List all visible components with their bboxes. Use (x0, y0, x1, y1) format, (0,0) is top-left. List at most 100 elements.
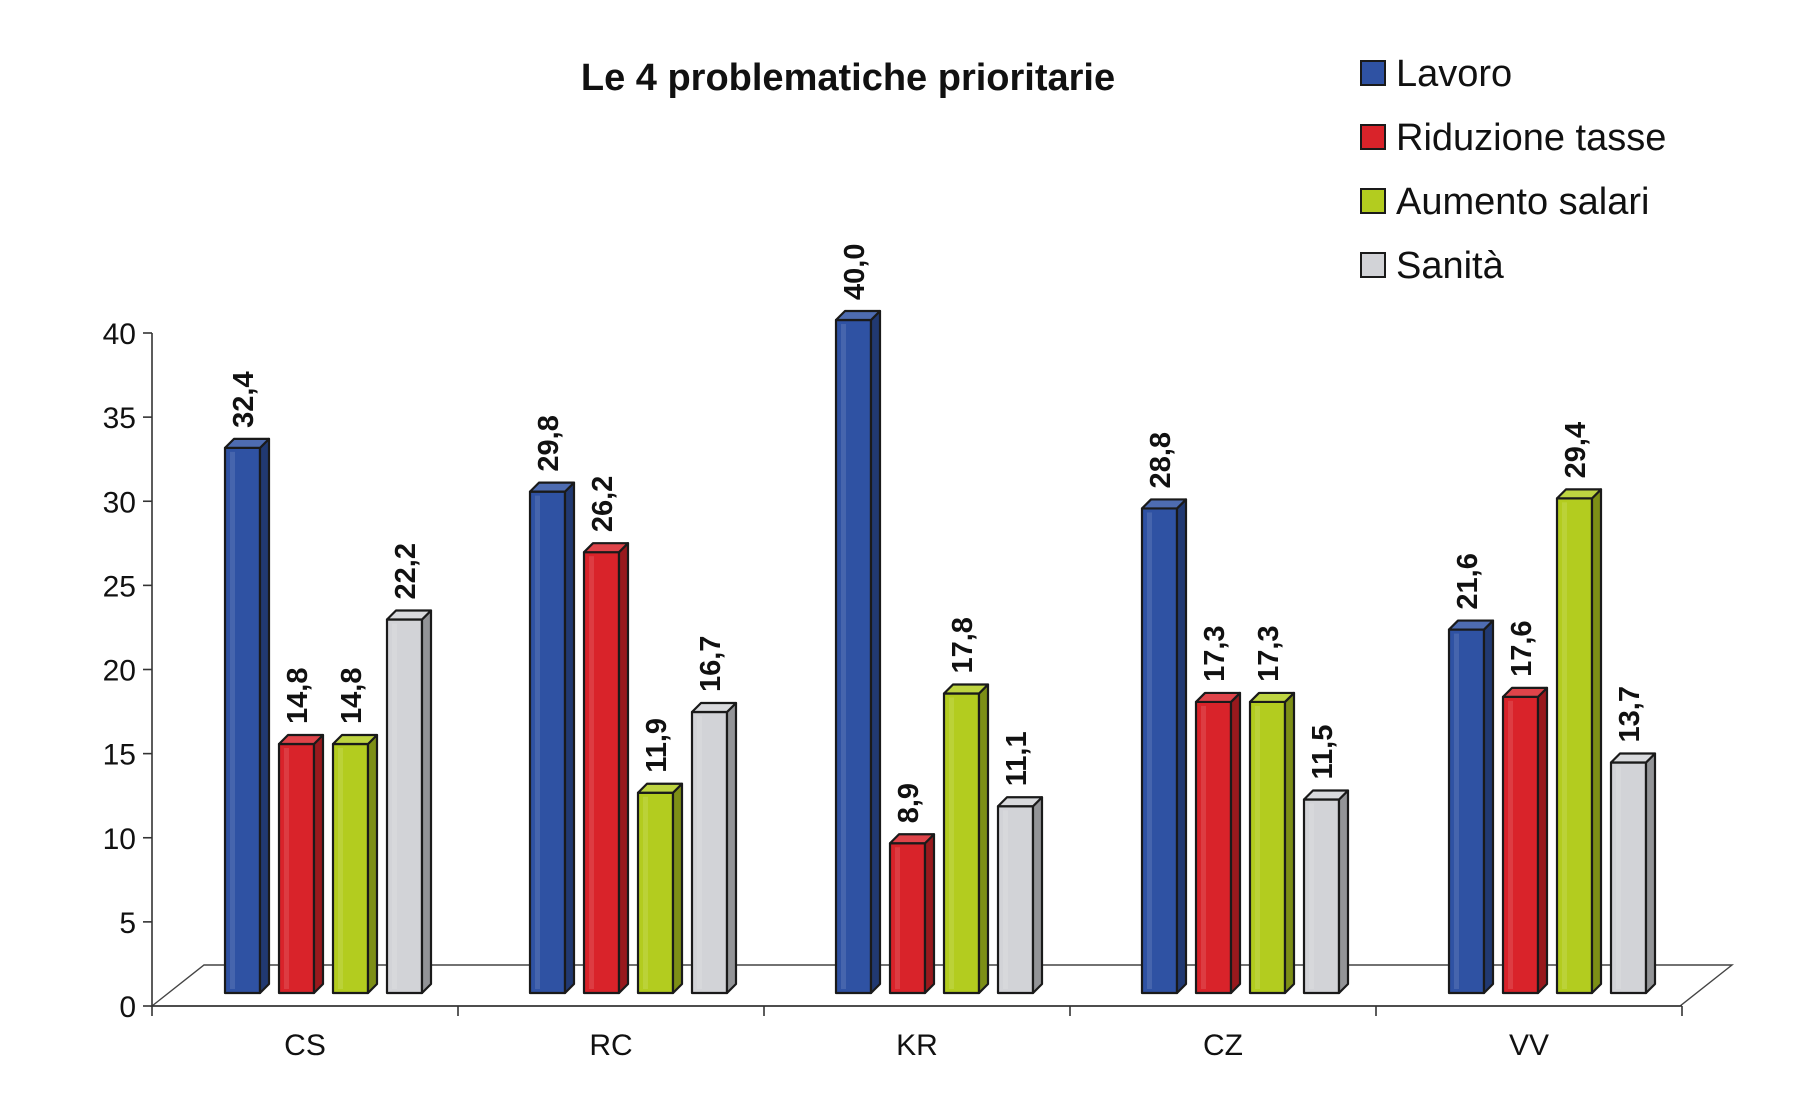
legend-swatch (1360, 60, 1386, 86)
legend-item: Lavoro (1360, 53, 1512, 95)
value-label: 40,0 (839, 244, 871, 300)
bar-side (725, 701, 738, 995)
bar-top (1194, 691, 1242, 704)
bar-highlight (1003, 810, 1008, 989)
x-category-label: RC (589, 1029, 632, 1062)
bar-highlight (284, 747, 289, 989)
bar-highlight (338, 747, 343, 989)
bar-top (223, 437, 271, 449)
bar-highlight (1616, 766, 1621, 989)
bar (1302, 789, 1350, 995)
value-label: 29,8 (533, 415, 565, 471)
bar-top (1447, 619, 1495, 631)
legend-label: Sanità (1396, 245, 1505, 287)
bar-side (1644, 752, 1657, 995)
bar-side (923, 833, 936, 995)
bar-side (617, 542, 630, 995)
value-label: 14,8 (336, 668, 368, 724)
value-label: 17,8 (947, 617, 979, 673)
value-label: 14,8 (282, 668, 314, 724)
y-tick-label: 25 (103, 570, 136, 603)
bar-side (977, 683, 990, 995)
bar-highlight (1562, 502, 1567, 989)
bar-side (420, 609, 433, 995)
value-label: 8,9 (893, 783, 925, 823)
bar-top (636, 782, 684, 794)
bar-top (582, 542, 630, 554)
bar (996, 796, 1044, 995)
bar-highlight (1508, 700, 1513, 989)
bar-highlight (1454, 633, 1459, 989)
bar-top (834, 309, 882, 322)
bar-highlight (1201, 705, 1206, 989)
value-label: 26,2 (587, 476, 619, 532)
bar-highlight (841, 324, 846, 989)
legend-swatch (1360, 188, 1386, 214)
bar-highlight (1309, 803, 1314, 989)
bar (582, 542, 630, 995)
legend-item: Aumento salari (1360, 181, 1649, 223)
bar (223, 437, 271, 995)
bar (834, 309, 882, 995)
bar-side (1536, 686, 1549, 995)
value-label: 17,6 (1506, 620, 1538, 676)
y-tick-label: 30 (103, 486, 136, 519)
value-labels: 32,4 14,8 14,8 22,2 29,8 26,2 11,9 16,7 40,0 8,9 1… (228, 244, 1646, 824)
legend-swatch (1360, 252, 1386, 278)
value-label: 11,1 (1001, 731, 1033, 786)
bar (1501, 686, 1549, 995)
bar-highlight (230, 451, 235, 989)
bar-top (1609, 752, 1657, 764)
bar-highlight (1255, 705, 1260, 989)
bar-side (1482, 619, 1495, 995)
x-category-label: VV (1509, 1029, 1549, 1062)
bar-side (1229, 691, 1242, 995)
bar (690, 701, 738, 995)
bar-top (1248, 691, 1296, 704)
bars (223, 309, 1657, 995)
y-tick-label: 15 (103, 739, 136, 772)
value-label: 32,4 (228, 371, 260, 427)
y-tick-label: 10 (103, 823, 136, 856)
bar-side (1590, 488, 1603, 995)
bar (1447, 619, 1495, 995)
bar (1609, 752, 1657, 995)
bar-top (1555, 488, 1603, 500)
bar-top (528, 481, 576, 493)
bar-side (1175, 498, 1188, 995)
bar-side (258, 437, 271, 995)
value-label: 11,9 (641, 718, 673, 773)
chart-title: Le 4 problematiche prioritarie (581, 57, 1115, 99)
bar-side (1283, 691, 1296, 995)
bar-top (996, 796, 1044, 808)
y-tick-label: 20 (103, 655, 136, 688)
value-label: 17,3 (1253, 625, 1285, 681)
bar (888, 833, 936, 995)
value-label: 13,7 (1614, 686, 1646, 742)
value-label: 16,7 (695, 636, 727, 692)
y-tick-label: 40 (103, 318, 136, 351)
x-category-label: KR (896, 1029, 938, 1062)
value-label: 28,8 (1145, 432, 1177, 488)
bar-top (888, 833, 936, 845)
bar (331, 733, 379, 995)
bar-highlight (392, 623, 397, 989)
y-tick-label: 35 (103, 402, 136, 435)
bar (636, 782, 684, 995)
value-label: 21,6 (1452, 553, 1484, 609)
y-tick-label: 0 (119, 991, 136, 1024)
bar-highlight (535, 495, 540, 989)
y-tick-label: 5 (119, 907, 136, 940)
bar (277, 733, 325, 995)
bar-side (671, 782, 684, 995)
value-label: 11,5 (1307, 725, 1339, 780)
bar-top (331, 733, 379, 746)
axes: 0 5 10 15 20 25 30 35 40 CS RC KR CZ VV (103, 318, 1683, 1062)
bar-side (366, 733, 379, 995)
legend-item: Sanità (1360, 245, 1505, 287)
bar-side (869, 309, 882, 995)
bar (1555, 488, 1603, 995)
bar (385, 609, 433, 995)
value-label: 22,2 (390, 543, 422, 599)
